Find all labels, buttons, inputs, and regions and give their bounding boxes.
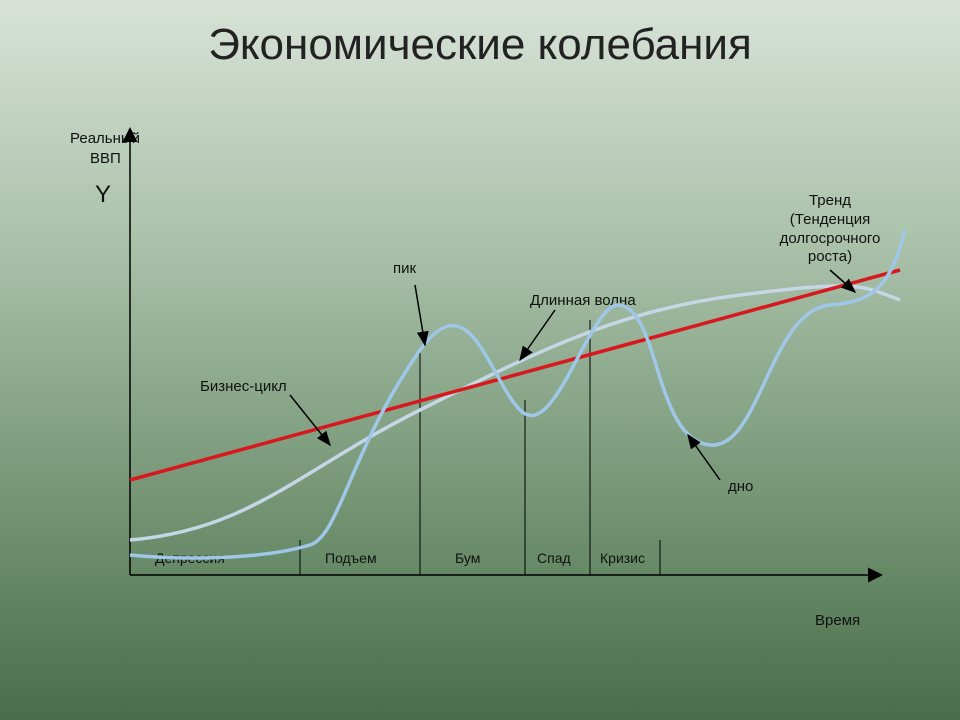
trough-arrow [688, 435, 720, 480]
dashed-ticks [420, 320, 590, 540]
long-wave-line [130, 286, 900, 540]
peak-arrow [415, 285, 425, 345]
bcycle-arrow [290, 395, 330, 445]
chart-svg [0, 0, 960, 720]
annotation-arrows [290, 270, 855, 480]
trend-line [130, 270, 900, 480]
slide: Экономические колебания Реальный ВВП Y В… [0, 0, 960, 720]
